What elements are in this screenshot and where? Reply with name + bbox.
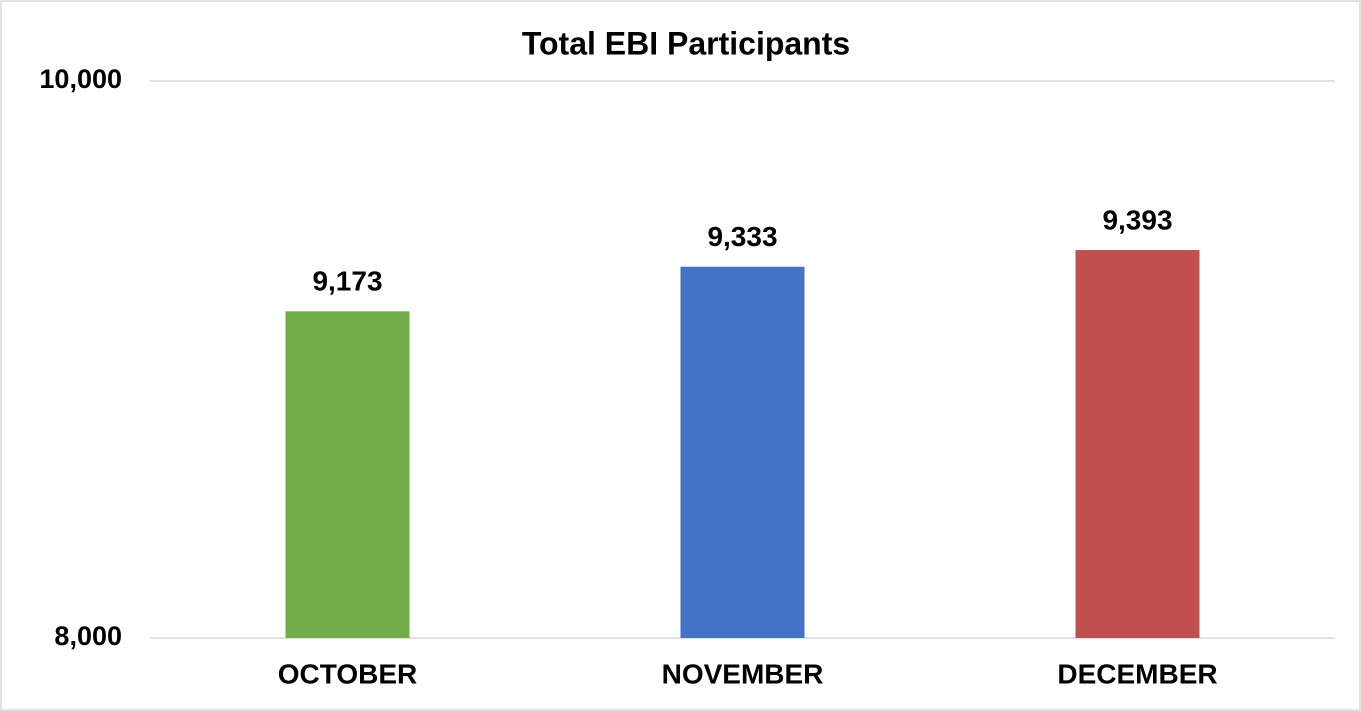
data-label: 9,393 — [1102, 204, 1172, 235]
bar — [285, 311, 410, 638]
bar — [1075, 250, 1200, 638]
x-tick-label: DECEMBER — [1057, 658, 1217, 689]
y-tick-label: 8,000 — [54, 621, 122, 651]
x-tick-label: OCTOBER — [278, 658, 418, 689]
chart-title: Total EBI Participants — [522, 25, 850, 61]
data-label: 9,173 — [312, 266, 382, 297]
x-tick-label: NOVEMBER — [662, 658, 824, 689]
data-label: 9,333 — [707, 221, 777, 252]
bar — [680, 266, 805, 638]
y-tick-label: 10,000 — [39, 64, 122, 94]
